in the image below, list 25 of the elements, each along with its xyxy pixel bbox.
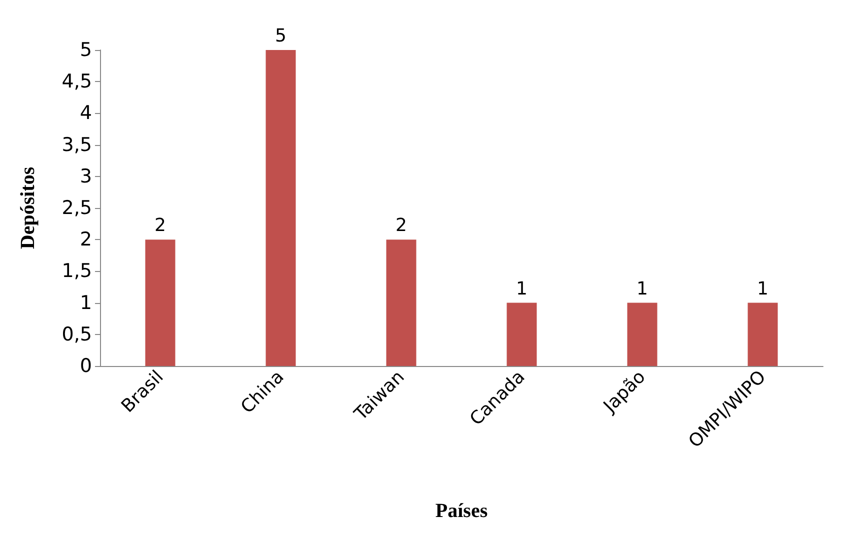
data-label: 2 <box>396 215 407 236</box>
y-axis-title: Depósitos <box>17 166 39 250</box>
y-tick-label: 1,5 <box>62 260 92 282</box>
data-label: 5 <box>275 26 286 46</box>
y-tick-label: 4 <box>80 102 92 124</box>
x-axis-title: Países <box>435 500 488 522</box>
data-label: 2 <box>154 215 166 236</box>
bar <box>627 302 658 366</box>
bar <box>145 240 176 366</box>
data-label: 1 <box>636 278 648 300</box>
y-tick-label: 2 <box>80 228 92 251</box>
bar <box>506 302 537 366</box>
y-tick-label: 0 <box>80 355 92 377</box>
y-tick-label: 1 <box>80 292 92 314</box>
bar <box>266 50 296 366</box>
y-tick-label: 0,5 <box>62 323 92 346</box>
bar <box>386 240 416 366</box>
data-label: 1 <box>516 278 528 300</box>
y-tick-label: 3 <box>80 165 92 188</box>
y-tick-label: 3,5 <box>62 134 92 156</box>
y-tick-label: 5 <box>80 39 92 61</box>
data-label: 1 <box>757 278 768 300</box>
y-tick-label: 4,5 <box>62 70 92 93</box>
y-tick-label: 2,5 <box>62 197 92 219</box>
bar <box>748 302 778 366</box>
